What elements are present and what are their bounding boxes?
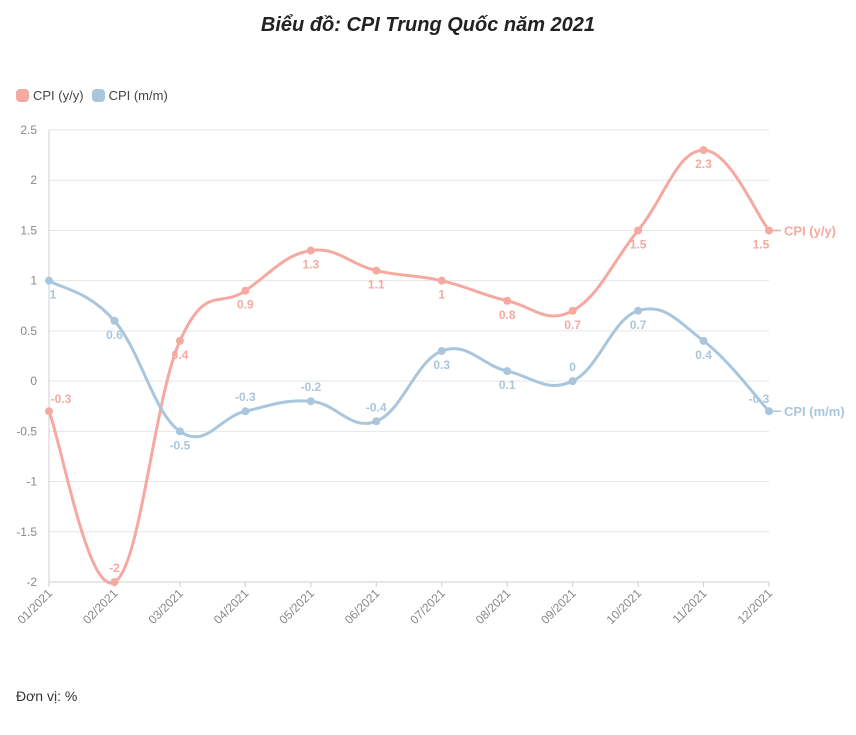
data-point	[110, 316, 119, 325]
x-tick-label: 03/2021	[145, 586, 186, 627]
y-tick-label: -1.5	[16, 525, 37, 539]
y-tick-label: -0.5	[16, 424, 37, 438]
data-point	[372, 266, 381, 275]
data-label: 1	[50, 288, 57, 302]
data-point	[437, 276, 446, 285]
y-tick-label: 1	[30, 274, 37, 288]
y-tick-label: -1	[26, 475, 37, 489]
data-label: 0.7	[564, 318, 581, 332]
x-tick-label: 10/2021	[604, 586, 645, 627]
data-label: 1.5	[753, 237, 770, 251]
x-tick-label: 08/2021	[473, 586, 514, 627]
data-point	[110, 578, 119, 586]
x-tick-label: 07/2021	[407, 586, 448, 627]
data-label: 1.3	[302, 258, 319, 272]
data-point	[306, 397, 315, 406]
data-point	[568, 306, 577, 315]
series-end-label: CPI (y/y)	[784, 223, 836, 238]
series-line-mm	[47, 279, 771, 439]
data-label: 2.3	[695, 157, 712, 171]
legend-swatch-yy	[16, 89, 29, 102]
data-point	[503, 296, 512, 305]
data-label: 0.4	[695, 348, 712, 362]
legend-swatch-mm	[91, 89, 105, 102]
data-point	[634, 226, 643, 235]
data-label: 0.1	[499, 378, 516, 392]
data-point	[306, 246, 315, 255]
legend-label-mm: CPI (m/m)	[108, 88, 168, 103]
data-label: -0.3	[235, 390, 256, 404]
legend-item-yy[interactable]: CPI (y/y)	[16, 88, 84, 103]
x-tick-label: 02/2021	[80, 586, 121, 627]
x-tick-label: 06/2021	[342, 586, 383, 627]
y-tick-label: 2	[30, 173, 37, 187]
data-label: -0.3	[51, 392, 72, 406]
data-point	[568, 377, 577, 386]
data-point	[241, 286, 250, 295]
data-label: -0.5	[170, 438, 191, 452]
x-tick-label: 05/2021	[276, 586, 317, 627]
series-line-yy	[47, 148, 771, 585]
data-point	[634, 306, 643, 315]
data-point	[45, 276, 53, 285]
y-tick-label: 0.5	[20, 324, 37, 338]
x-tick-label: 09/2021	[538, 586, 579, 627]
data-point	[175, 427, 184, 436]
data-point	[699, 336, 708, 345]
data-label: 0.3	[433, 358, 450, 372]
x-tick-label: 11/2021	[670, 586, 710, 626]
data-point	[45, 407, 53, 416]
data-label: 1.5	[630, 237, 647, 251]
data-label: 0.8	[499, 308, 516, 322]
data-point	[699, 146, 708, 155]
data-point	[241, 407, 250, 416]
data-label: 0.7	[630, 318, 647, 332]
x-tick-label: 01/2021	[15, 586, 56, 627]
data-point	[175, 336, 184, 345]
data-label: -0.4	[366, 400, 387, 414]
data-label: -2	[109, 561, 120, 575]
data-point	[765, 226, 773, 235]
x-tick-label: 12/2021	[735, 586, 776, 627]
data-label: -0.2	[300, 380, 321, 394]
data-label: 1.1	[368, 278, 385, 292]
data-point	[503, 367, 512, 376]
data-point	[437, 346, 446, 355]
y-tick-label: 1.5	[20, 223, 37, 237]
data-label: 0.9	[237, 298, 254, 312]
data-label: -0.3	[749, 392, 770, 406]
series-end-label: CPI (m/m)	[784, 404, 845, 419]
y-tick-label: 0	[30, 374, 37, 388]
data-label: 0.6	[106, 328, 123, 342]
unit-note: Đơn vị: %	[16, 688, 78, 704]
legend-label-yy: CPI (y/y)	[33, 88, 84, 103]
data-label: 1	[438, 288, 445, 302]
data-label: 0.4	[172, 348, 189, 362]
y-tick-label: -2	[26, 575, 37, 589]
legend: CPI (y/y) CPI (m/m)	[16, 88, 168, 103]
data-label: 0	[569, 360, 576, 374]
chart-title: Biểu đồ: CPI Trung Quốc năm 2021	[260, 14, 596, 36]
data-point	[765, 407, 773, 416]
x-tick-label: 04/2021	[211, 586, 252, 627]
y-tick-label: 2.5	[20, 123, 37, 137]
data-point	[372, 417, 381, 426]
legend-item-mm[interactable]: CPI (m/m)	[91, 88, 168, 103]
